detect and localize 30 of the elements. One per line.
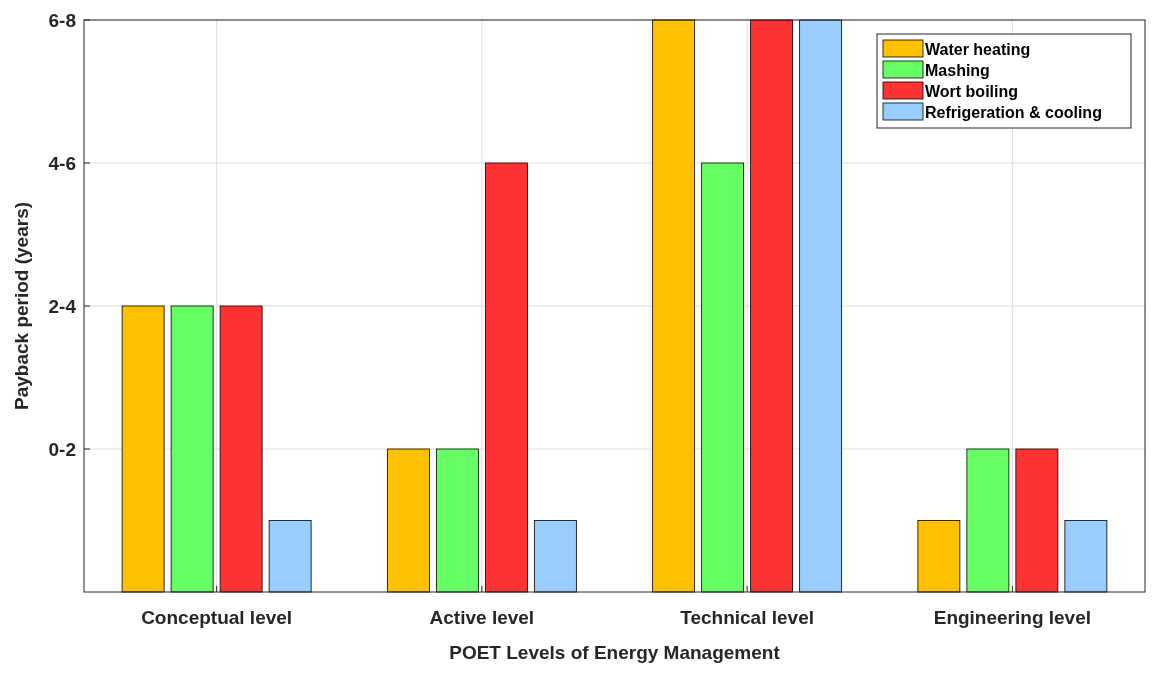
legend-label: Refrigeration & cooling <box>925 103 1102 121</box>
bar <box>1015 448 1059 593</box>
x-tick-label: Conceptual level <box>141 607 293 628</box>
bar <box>533 520 577 593</box>
bar <box>750 19 794 593</box>
bar <box>1064 520 1108 593</box>
legend-label: Water heating <box>925 40 1031 58</box>
bar <box>386 448 430 593</box>
bar <box>268 520 312 593</box>
text: 2-4 <box>48 295 77 317</box>
bar <box>121 305 165 593</box>
x-tick-label: Active level <box>429 607 535 628</box>
y-axis-title: Payback period (years) <box>11 201 32 411</box>
x-axis-title: POET Levels of Energy Management <box>449 642 781 663</box>
text: 4-6 <box>48 152 76 174</box>
bar <box>170 305 214 593</box>
legend-label: Wort boiling <box>925 82 1019 100</box>
bar <box>966 448 1010 593</box>
x-tick-label: Engineering level <box>933 607 1092 628</box>
bar <box>435 448 479 593</box>
bar <box>219 305 263 593</box>
bar <box>799 19 843 593</box>
bar <box>484 162 528 593</box>
legend-label: Mashing <box>925 61 990 79</box>
text: 6-8 <box>48 9 76 31</box>
x-tick-label: Technical level <box>680 607 815 628</box>
bar <box>652 19 696 593</box>
text: 0-2 <box>48 438 76 460</box>
bar <box>701 162 745 593</box>
bar <box>917 520 961 593</box>
